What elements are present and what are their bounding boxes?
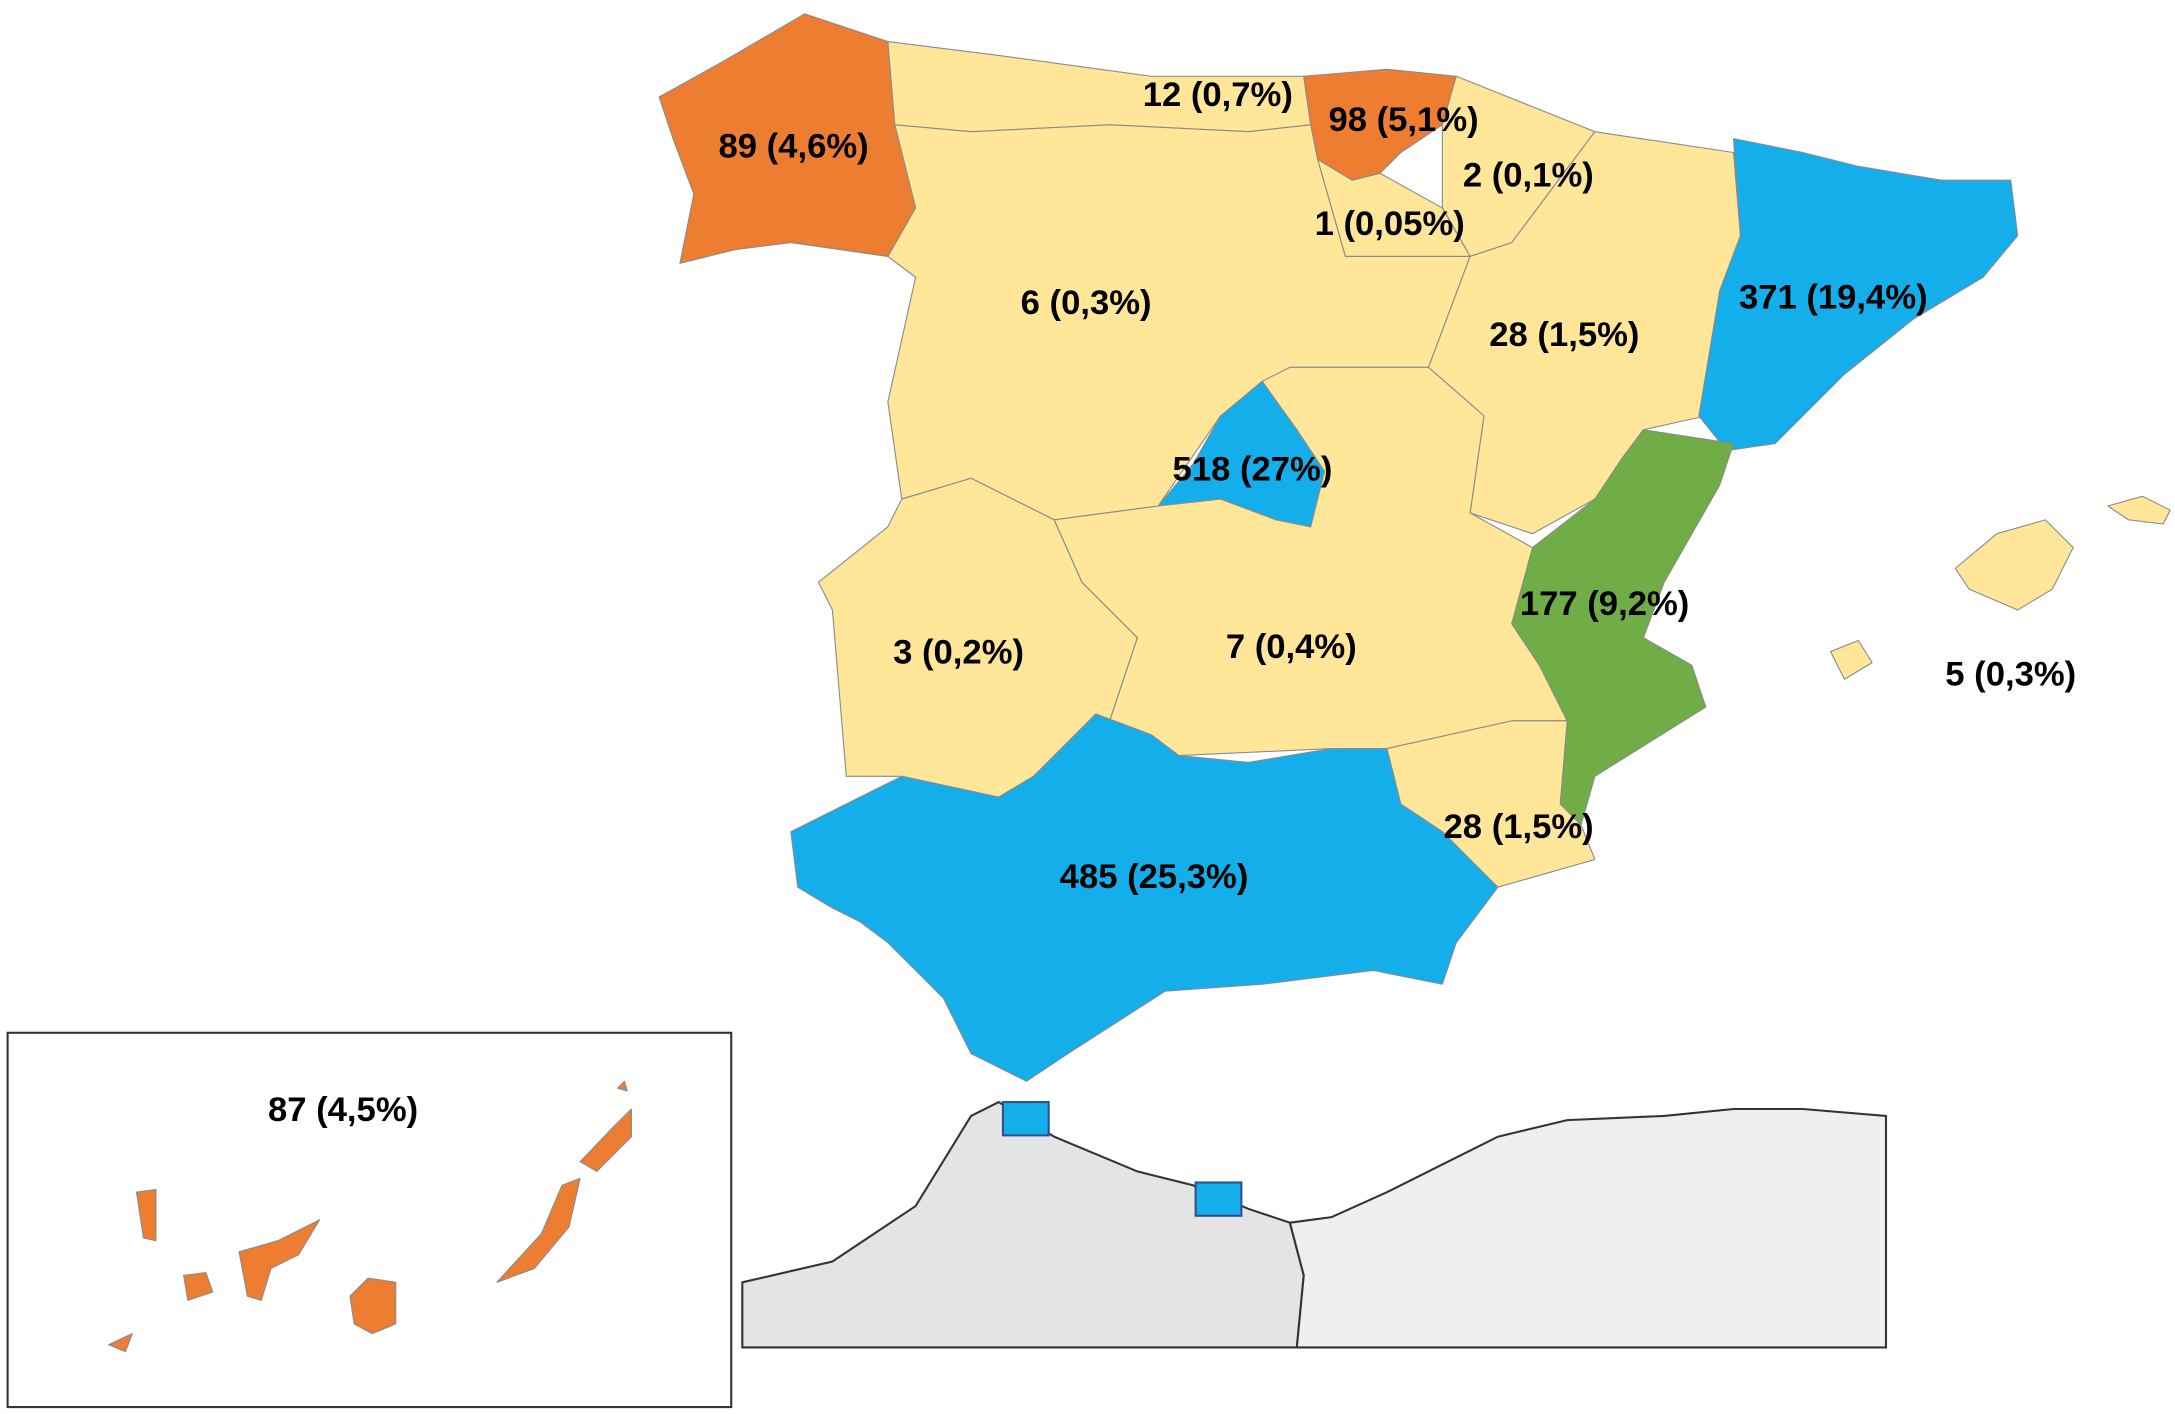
region-labels: 89 (4,6%) 12 (0,7%) 98 (5,1%) 2 (0,1%) 1 (0,… <box>268 76 2076 1129</box>
region <box>1698 138 2019 452</box>
ceuta <box>1001 1101 1050 1137</box>
canary-inset <box>6 1031 733 1409</box>
region-label: 371 (19,4%) <box>1739 279 1928 317</box>
region <box>135 1188 157 1242</box>
region-label: 7 (0,4%) <box>1226 628 1357 666</box>
region-label: 5 (0,3%) <box>1945 656 2076 694</box>
melilla <box>1194 1181 1243 1217</box>
region <box>2107 495 2171 525</box>
region-label: 177 (9,2%) <box>1520 585 1689 623</box>
region-label: 87 (4,5%) <box>268 1091 418 1129</box>
region <box>1829 639 1873 680</box>
region <box>108 1333 133 1353</box>
region <box>238 1219 321 1301</box>
regions <box>108 13 2171 1353</box>
region <box>496 1177 581 1283</box>
region-label: 518 (27%) <box>1173 450 1333 488</box>
region <box>183 1272 214 1301</box>
region-label: 485 (25,3%) <box>1060 858 1249 896</box>
region-label: 6 (0,3%) <box>1021 284 1152 322</box>
region-label: 28 (1,5%) <box>1489 316 1639 354</box>
morocco <box>741 1100 1305 1349</box>
region-label: 1 (0,05%) <box>1315 205 1465 243</box>
region <box>1954 519 2074 611</box>
region <box>349 1277 397 1335</box>
region <box>616 1080 628 1092</box>
region-label: 98 (5,1%) <box>1328 101 1478 139</box>
algeria <box>1288 1107 1888 1349</box>
region-label: 3 (0,2%) <box>893 633 1024 671</box>
region-label: 89 (4,6%) <box>719 127 869 165</box>
region-label: 2 (0,1%) <box>1463 157 1594 195</box>
region <box>579 1108 632 1172</box>
region-label: 28 (1,5%) <box>1444 808 1594 846</box>
region <box>790 713 1499 1082</box>
region-label: 12 (0,7%) <box>1143 76 1293 114</box>
africa <box>741 1100 1888 1349</box>
